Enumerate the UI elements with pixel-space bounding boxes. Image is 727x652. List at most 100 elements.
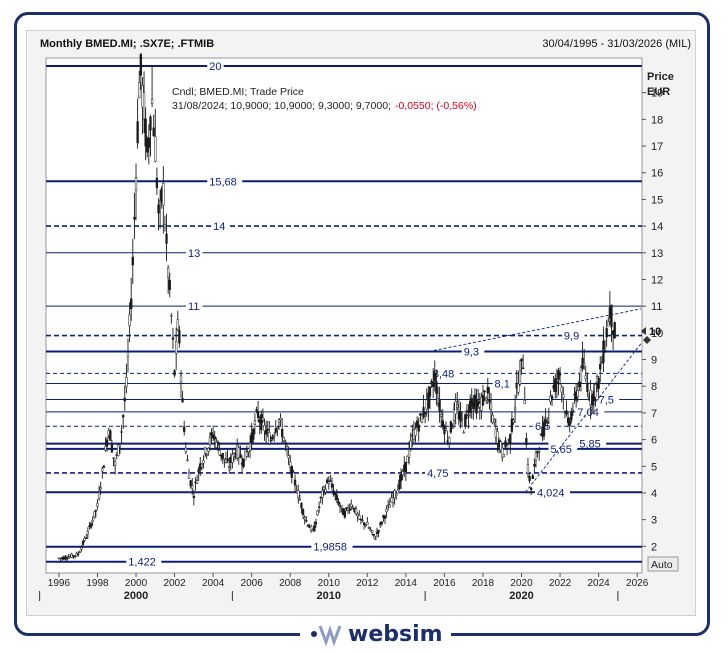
level-label: 15,68 (209, 176, 237, 188)
candle-body (491, 414, 494, 423)
candle-body (138, 82, 141, 98)
currency-axis-label: EUR (647, 86, 670, 98)
y-tick-label: 11 (651, 301, 662, 313)
candle-body (374, 538, 377, 540)
candle-body (147, 137, 151, 148)
websim-logo[interactable]: websim (300, 620, 451, 648)
candle-body (197, 468, 200, 473)
x-tick-label: 2010 (318, 578, 341, 589)
candle-body (504, 440, 507, 448)
candle-body (67, 556, 70, 559)
candle-body (528, 475, 531, 482)
x-tick-label: 2020 (510, 578, 533, 589)
candle-body (571, 410, 575, 412)
candle-body (187, 472, 191, 479)
candle-body (533, 464, 536, 467)
candle-body (260, 414, 263, 431)
candle-body (324, 488, 327, 493)
candle-body (181, 398, 184, 403)
price-axis-label: Price (647, 71, 674, 83)
candle-body (454, 401, 457, 415)
candle-body (252, 428, 255, 440)
candle-body (208, 437, 212, 445)
candle-body (85, 537, 88, 539)
level-label: 9,3 (464, 347, 479, 359)
candle-body (97, 492, 101, 499)
x-tick-label: 2018 (472, 578, 495, 589)
legend-line-1: Cndl; BMED.MI; Trade Price (172, 86, 304, 98)
level-label-bg (534, 485, 570, 499)
candle-body (276, 426, 279, 429)
candle-body (427, 392, 430, 409)
candle-body (191, 485, 194, 489)
candle-body (264, 430, 268, 435)
candle-body (248, 442, 252, 451)
candle-body (603, 348, 607, 351)
candle-body (330, 483, 334, 488)
candle-body (334, 492, 337, 496)
candle-body (383, 515, 387, 519)
candle-body (77, 553, 80, 555)
candle-body (388, 504, 391, 508)
candle-body (597, 377, 600, 389)
candle-body (594, 384, 597, 398)
candle-body (385, 508, 388, 513)
candle-body (102, 465, 106, 468)
candle-body (136, 121, 139, 144)
candle-body (523, 399, 526, 404)
candle-body (78, 551, 81, 554)
trendlines-layer (428, 308, 642, 493)
candle-body (459, 410, 462, 422)
candle-body (144, 118, 147, 147)
candle-body (287, 455, 290, 459)
auto-scale-button[interactable] (647, 556, 679, 572)
candle-body (203, 447, 207, 454)
x-tick-label: 2026 (626, 578, 649, 589)
level-label-bg (577, 436, 607, 450)
candle-body (189, 480, 192, 487)
candle-body (462, 432, 465, 434)
candle-body (398, 479, 401, 490)
candle-body (109, 430, 112, 441)
candle-body (568, 420, 571, 426)
candle-body (329, 480, 332, 482)
y-tick-label: 19 (651, 88, 663, 100)
candle-body (266, 428, 269, 431)
candle-body (173, 370, 176, 376)
candle-body (268, 432, 271, 444)
candle-body (157, 204, 160, 214)
candle-body (239, 454, 242, 458)
y-tick-label: 6 (651, 435, 657, 447)
candle-body (134, 177, 138, 191)
candle-body (538, 451, 541, 453)
candle-body (261, 417, 265, 421)
level-label-bg (492, 376, 516, 390)
auto-scale-label: Auto (651, 559, 673, 571)
candle-body (306, 524, 310, 527)
chart-title: Monthly BMED.MI; .SX7E; .FTMIB (40, 38, 215, 50)
candle-body (162, 183, 165, 206)
candle-body (465, 410, 469, 413)
candle-body (314, 521, 318, 525)
candle-body (404, 461, 408, 473)
candle-body (104, 446, 107, 451)
x-tick-label: 2016 (433, 578, 456, 589)
candle-body (531, 475, 534, 479)
candle-body (414, 428, 417, 436)
candle-body (517, 383, 520, 393)
candle-body (86, 531, 89, 535)
candle-body (207, 448, 210, 452)
candle-body (493, 419, 496, 422)
y-tick-label: 5 (651, 461, 657, 473)
candle-body (428, 386, 432, 397)
candle-body (163, 224, 167, 228)
candle-body (150, 98, 154, 104)
candle-body (433, 372, 436, 382)
level-label-bg (207, 174, 243, 188)
candle-body (277, 419, 281, 423)
candle-body (432, 381, 435, 388)
candle-body (273, 435, 276, 437)
y-tick-label: 17 (651, 141, 663, 153)
y-axis: 2 3 4 5 6 7 8 9 10 11 12 13 14 15 16 17 18 19 (642, 88, 663, 553)
